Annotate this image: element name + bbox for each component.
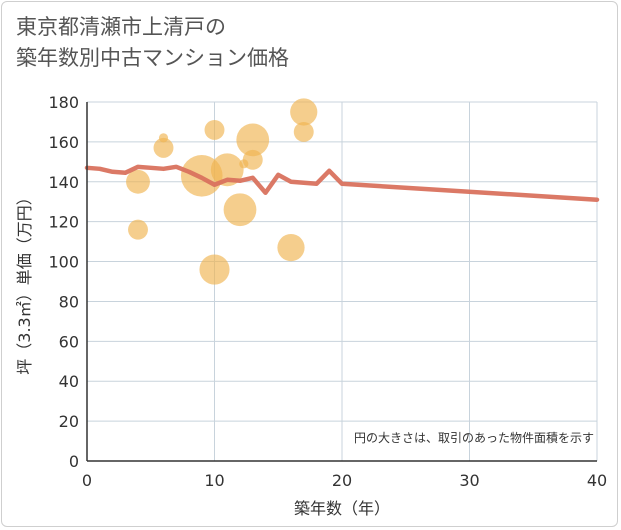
y-tick-label: 120 (48, 213, 79, 232)
bubble-size-note: 円の大きさは、取引のあった物件面積を示す (354, 430, 594, 445)
bubble-point (210, 153, 244, 187)
trend-layer (84, 164, 600, 202)
bubble-point (236, 123, 270, 157)
x-tick-label: 30 (459, 471, 479, 490)
y-tick-label: 100 (48, 253, 79, 272)
chart-title: 東京都清瀬市上清戸の 築年数別中古マンション価格 (16, 12, 289, 74)
bubble-point (158, 133, 169, 143)
x-tick-label: 40 (587, 471, 607, 490)
title-line-2: 築年数別中古マンション価格 (16, 46, 289, 70)
x-tick-label: 20 (332, 471, 352, 490)
bubble-layer (126, 98, 318, 285)
y-tick-label: 0 (69, 452, 79, 471)
y-tick-label: 140 (48, 173, 79, 192)
y-tick-label: 20 (59, 412, 79, 431)
x-axis-label: 築年数（年） (294, 499, 390, 518)
bubble-point (128, 219, 148, 240)
bubble-point (126, 169, 150, 194)
y-tick-label: 180 (48, 93, 79, 112)
title-line-1: 東京都清瀬市上清戸の (16, 15, 226, 39)
bubble-point (204, 119, 225, 140)
y-axis-label: 坪（3.3㎡）単価（万円） (15, 189, 34, 374)
bubble-point (293, 121, 314, 142)
y-tick-label: 60 (59, 332, 79, 351)
y-tick-label: 40 (59, 372, 79, 391)
bubble-point (290, 98, 318, 126)
tick-labels: 0 20 40 60 80 100 120 140 160 180 0 10 20 30 40 (48, 93, 607, 490)
axes (86, 102, 597, 462)
grid-lines (87, 101, 598, 461)
bubble-point (223, 193, 257, 227)
y-tick-label: 160 (48, 133, 79, 152)
y-tick-label: 80 (59, 292, 79, 311)
trend-line (84, 164, 600, 202)
bubble-point (153, 137, 174, 158)
x-tick-label: 0 (82, 471, 92, 490)
bubble-point (242, 149, 263, 170)
bubble-point (199, 254, 230, 285)
bubble-point (277, 233, 305, 262)
x-tick-label: 10 (204, 471, 224, 490)
